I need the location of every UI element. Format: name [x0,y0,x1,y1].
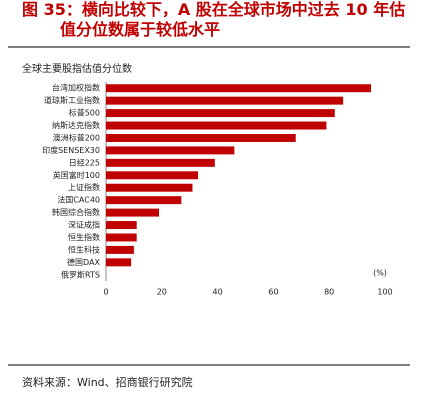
bar [106,183,193,192]
x-tick-label: 0 [103,288,108,297]
bar [106,96,344,105]
source: 资料来源：Wind、招商银行研究院 [22,375,193,389]
bar [106,196,182,205]
y-tick-label: 俄罗斯RTS [61,269,100,279]
bar [106,84,372,93]
y-tick-label: 道琼斯工业指数 [44,95,100,105]
y-tick-label: 日经225 [69,157,100,167]
y-tick-label: 澳洲标普200 [53,132,100,142]
y-tick-label: 深证成指 [68,220,100,230]
y-tick-label: 上证指数 [68,182,100,192]
bar [106,146,235,155]
bar [106,133,296,142]
bar [106,258,132,267]
bar [106,245,134,254]
x-tick-label: 100 [377,288,392,297]
y-tick-label: 纳斯达克指数 [52,120,100,130]
y-tick-label: 德国DAX [67,257,100,267]
x-tick-label: 60 [268,288,278,297]
bar [106,221,137,230]
y-tick-label: 台湾加权指数 [52,83,100,93]
chart-title: 图 35：横向比较下，A 股在全球市场中过去 10 年估值分位数属于较低水平 [22,0,406,39]
unit-label: (%) [373,269,387,278]
y-tick-label: 韩国综合指数 [52,207,100,217]
bar [106,109,335,118]
y-tick-label: 法国CAC40 [57,195,100,205]
bar [106,208,160,217]
y-tick-label: 恒生指数 [68,232,100,242]
chart-subtitle: 全球主要股指估值分位数 [22,62,132,75]
y-tick-label: 恒生科技 [68,244,100,254]
x-tick-label: 80 [324,288,334,297]
y-tick-label: 英国富时100 [53,170,100,180]
bar [106,171,199,180]
x-tick-label: 20 [157,288,167,297]
x-tick-label: 40 [213,288,223,297]
y-tick-label: 印度SENSEX30 [42,145,100,155]
bar [106,121,327,130]
bar [106,158,215,167]
y-tick-label: 标普500 [69,108,100,118]
bar [106,233,137,242]
